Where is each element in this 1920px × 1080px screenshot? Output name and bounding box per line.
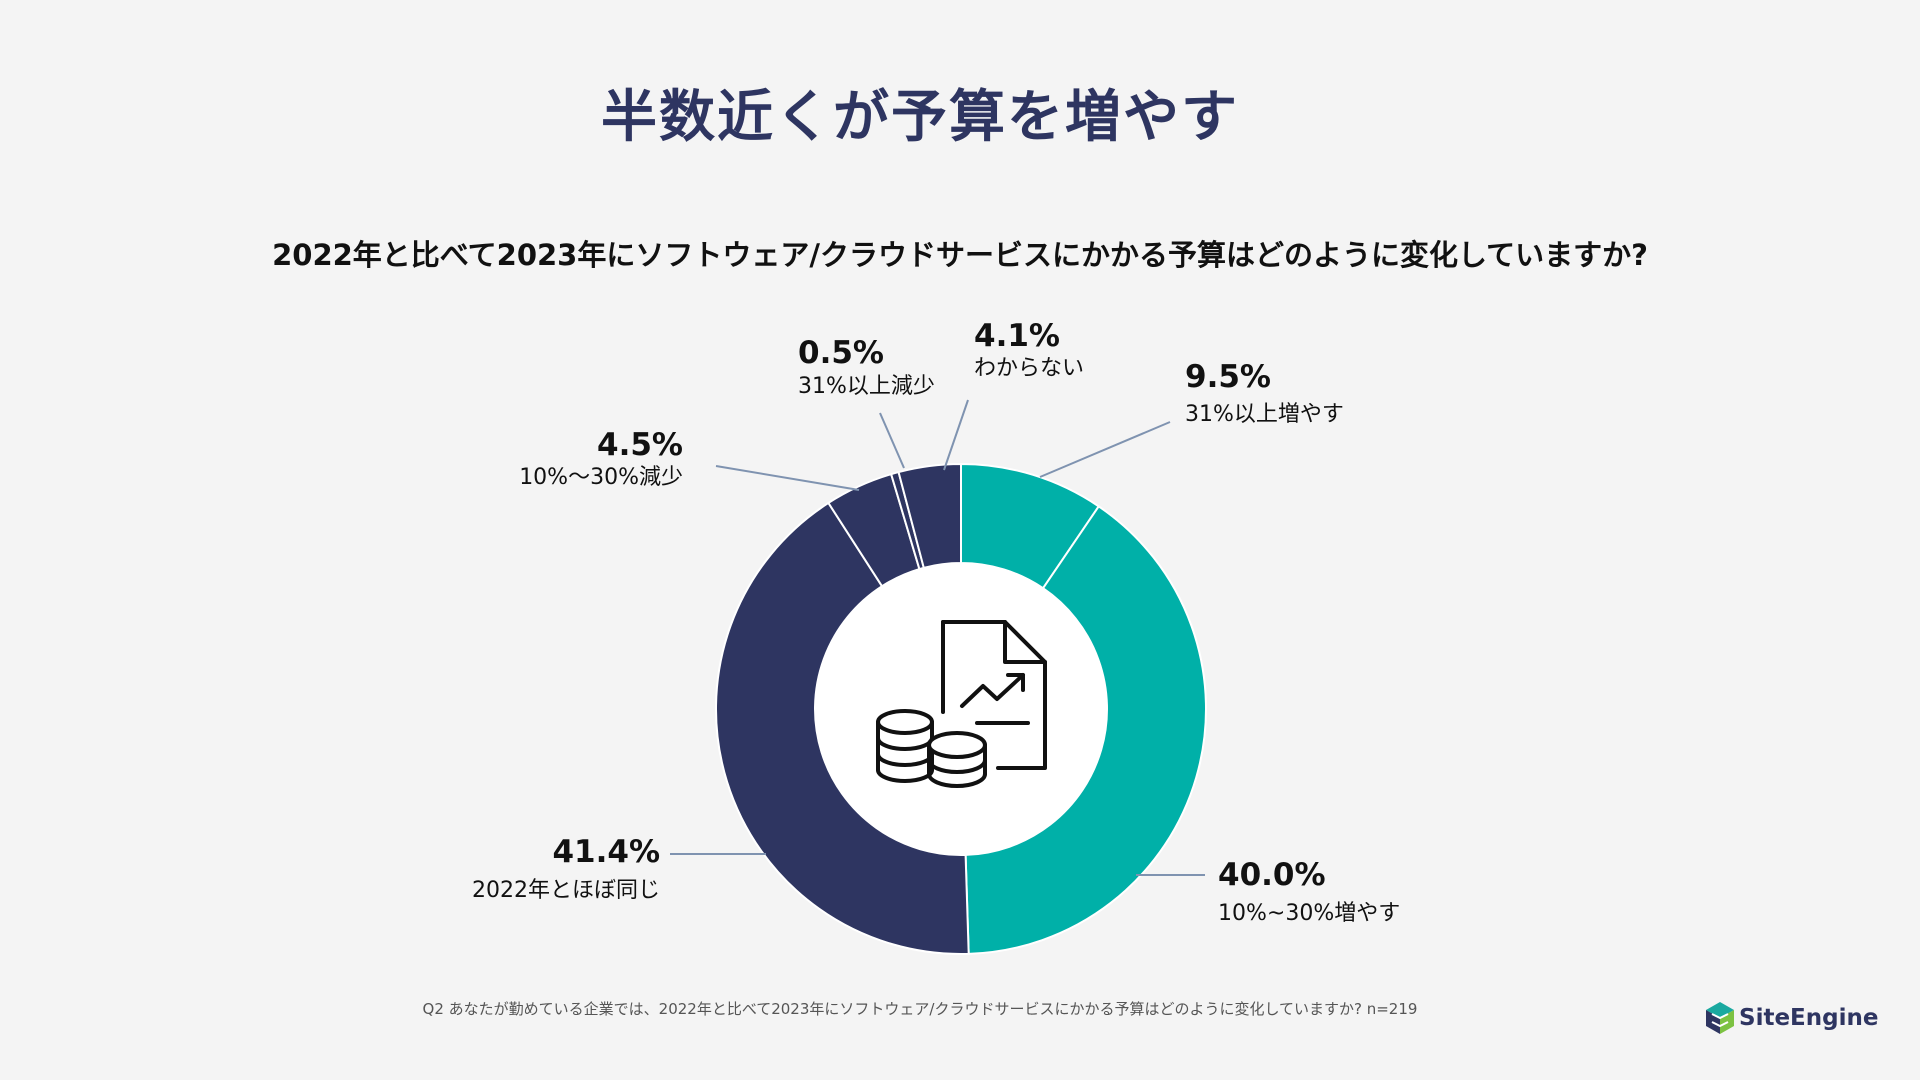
slice-percent-label: 41.4% <box>552 834 660 870</box>
slice-percent-label: 0.5% <box>798 335 884 371</box>
leader-line <box>879 412 905 469</box>
site-engine-logo: SiteEngine <box>1705 1000 1878 1036</box>
leader-lines <box>670 399 1205 876</box>
slice-category-label: 31%以上減少 <box>798 374 935 399</box>
slice-percent-label: 4.5% <box>597 427 683 463</box>
site-engine-logo-icon <box>1706 1002 1734 1034</box>
slice-percent-label: 9.5% <box>1185 359 1271 395</box>
leader-line <box>1039 421 1171 478</box>
slice-category-label: 2022年とほぼ同じ <box>472 878 660 903</box>
document-chart-coins-icon <box>876 620 1047 788</box>
slice-category-label: 10%~30%増やす <box>1218 901 1400 926</box>
page-title: 半数近くが予算を増やす <box>601 85 1239 150</box>
slice-category-label: わからない <box>974 356 1084 381</box>
slice-percent-label: 40.0% <box>1218 857 1326 893</box>
leader-line <box>715 465 860 491</box>
slice-percent-label: 4.1% <box>974 318 1060 354</box>
logo-text: SiteEngine <box>1739 1005 1879 1031</box>
survey-question: 2022年と比べて2023年にソフトウェア/クラウドサービスにかかる予算はどのよ… <box>272 238 1648 272</box>
donut-center <box>815 563 1107 855</box>
leader-line <box>943 399 969 471</box>
slice-category-label: 10%〜30%減少 <box>519 465 683 490</box>
donut-slices <box>715 462 1207 955</box>
slice-category-label: 31%以上増やす <box>1185 402 1344 427</box>
footnote: Q2 あなたが勤めている企業では、2022年と比べて2023年にソフトウェア/ク… <box>422 1000 1418 1018</box>
slice-labels: 9.5% 31%以上増やす 40.0% 10%~30%増やす 41.4% 2022年とほぼ… <box>472 318 1400 926</box>
